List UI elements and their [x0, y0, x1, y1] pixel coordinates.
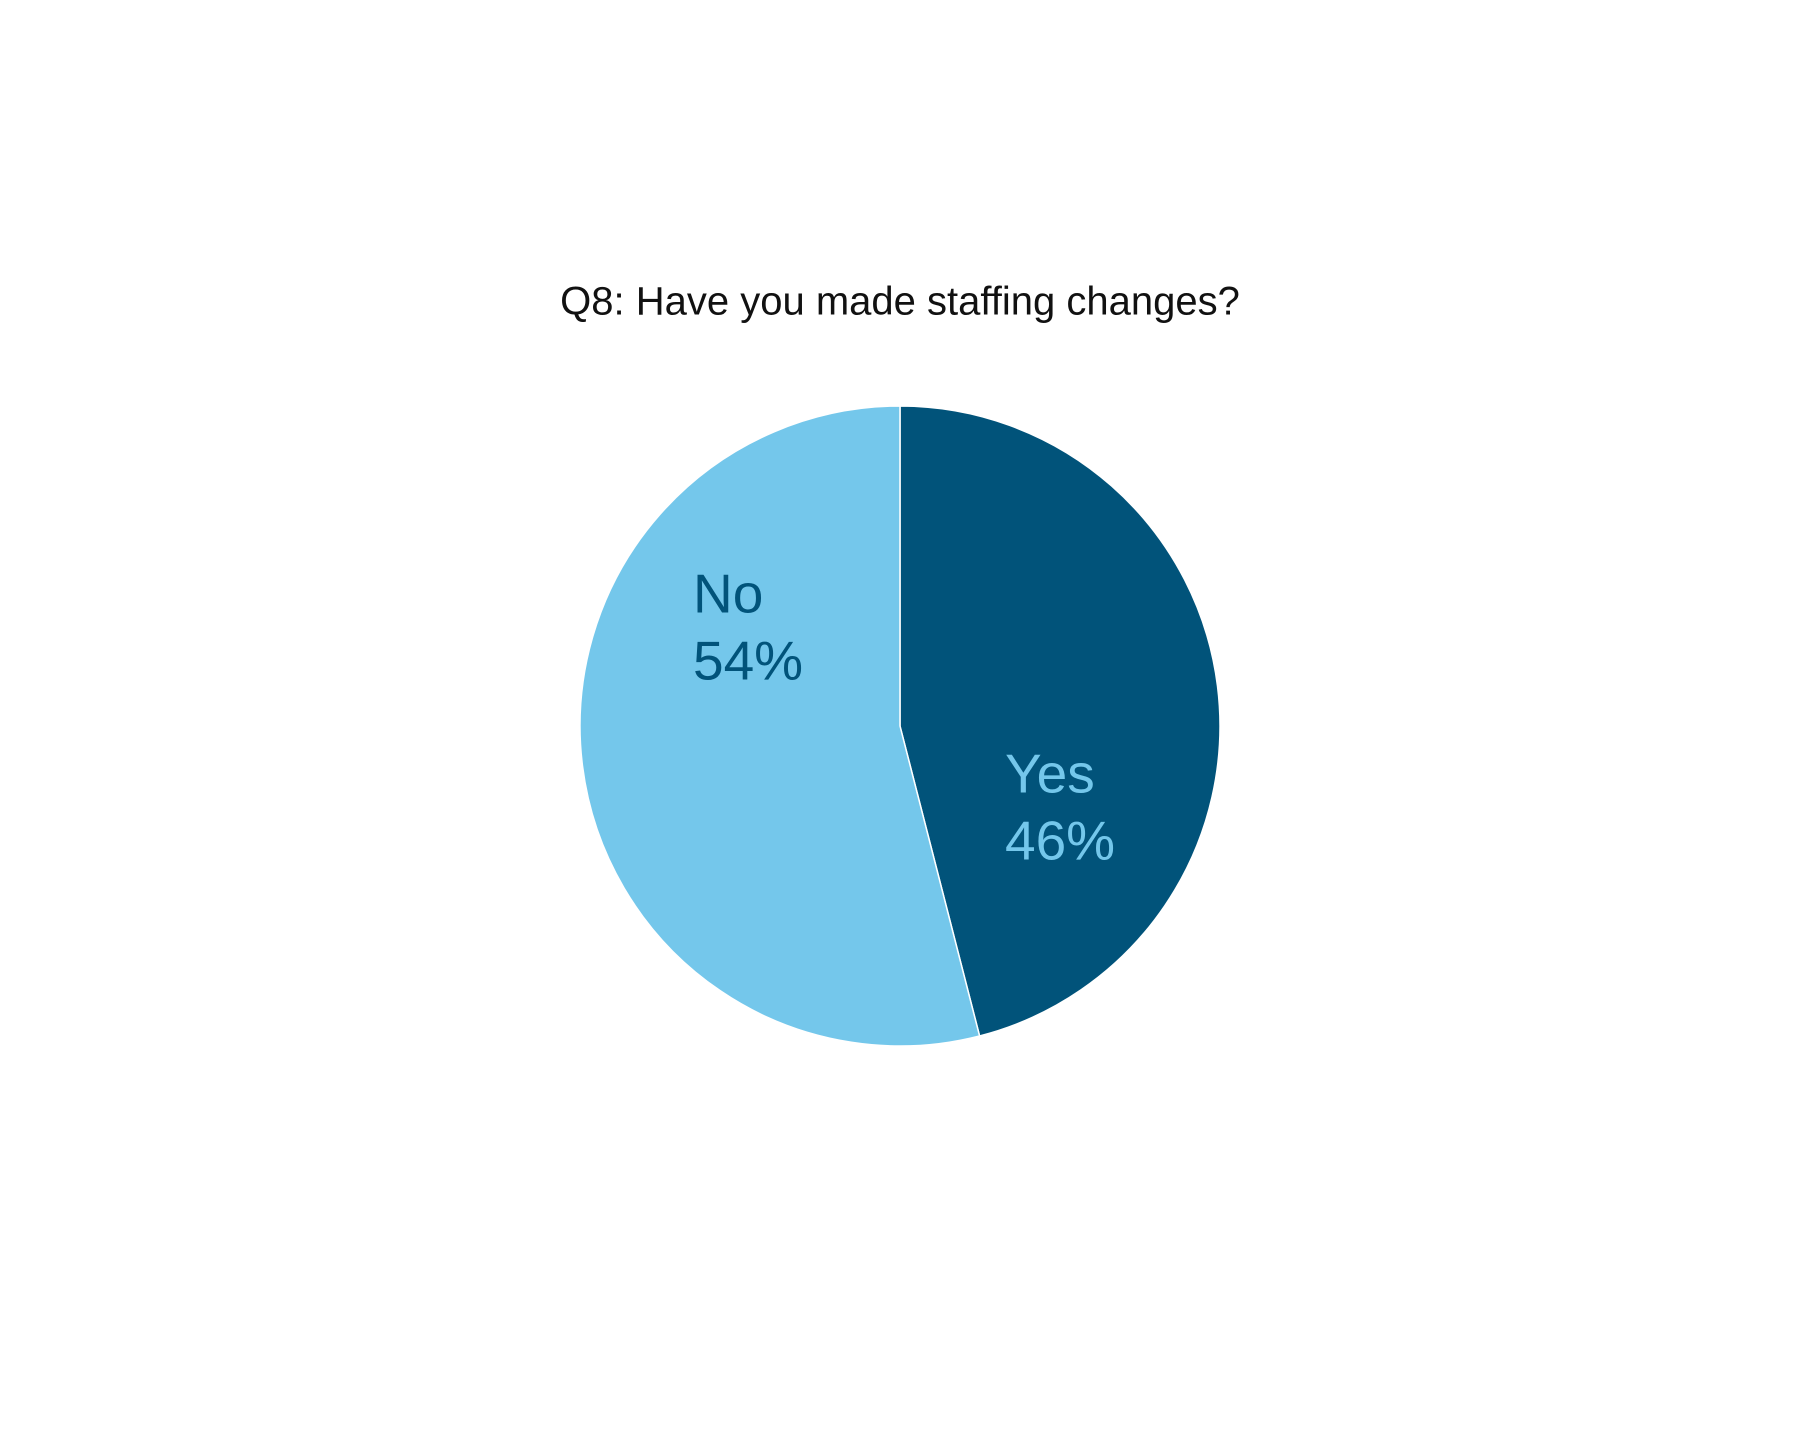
slice-category-label: No	[693, 563, 763, 625]
pie-slice	[579, 405, 981, 1047]
pie-slice	[899, 405, 1221, 1037]
slice-value-label: 46%	[1005, 810, 1115, 872]
chart-title: Q8: Have you made staffing changes?	[560, 280, 1240, 324]
slice-value-label: 54%	[693, 630, 803, 692]
slice-category-label: Yes	[1005, 743, 1095, 805]
